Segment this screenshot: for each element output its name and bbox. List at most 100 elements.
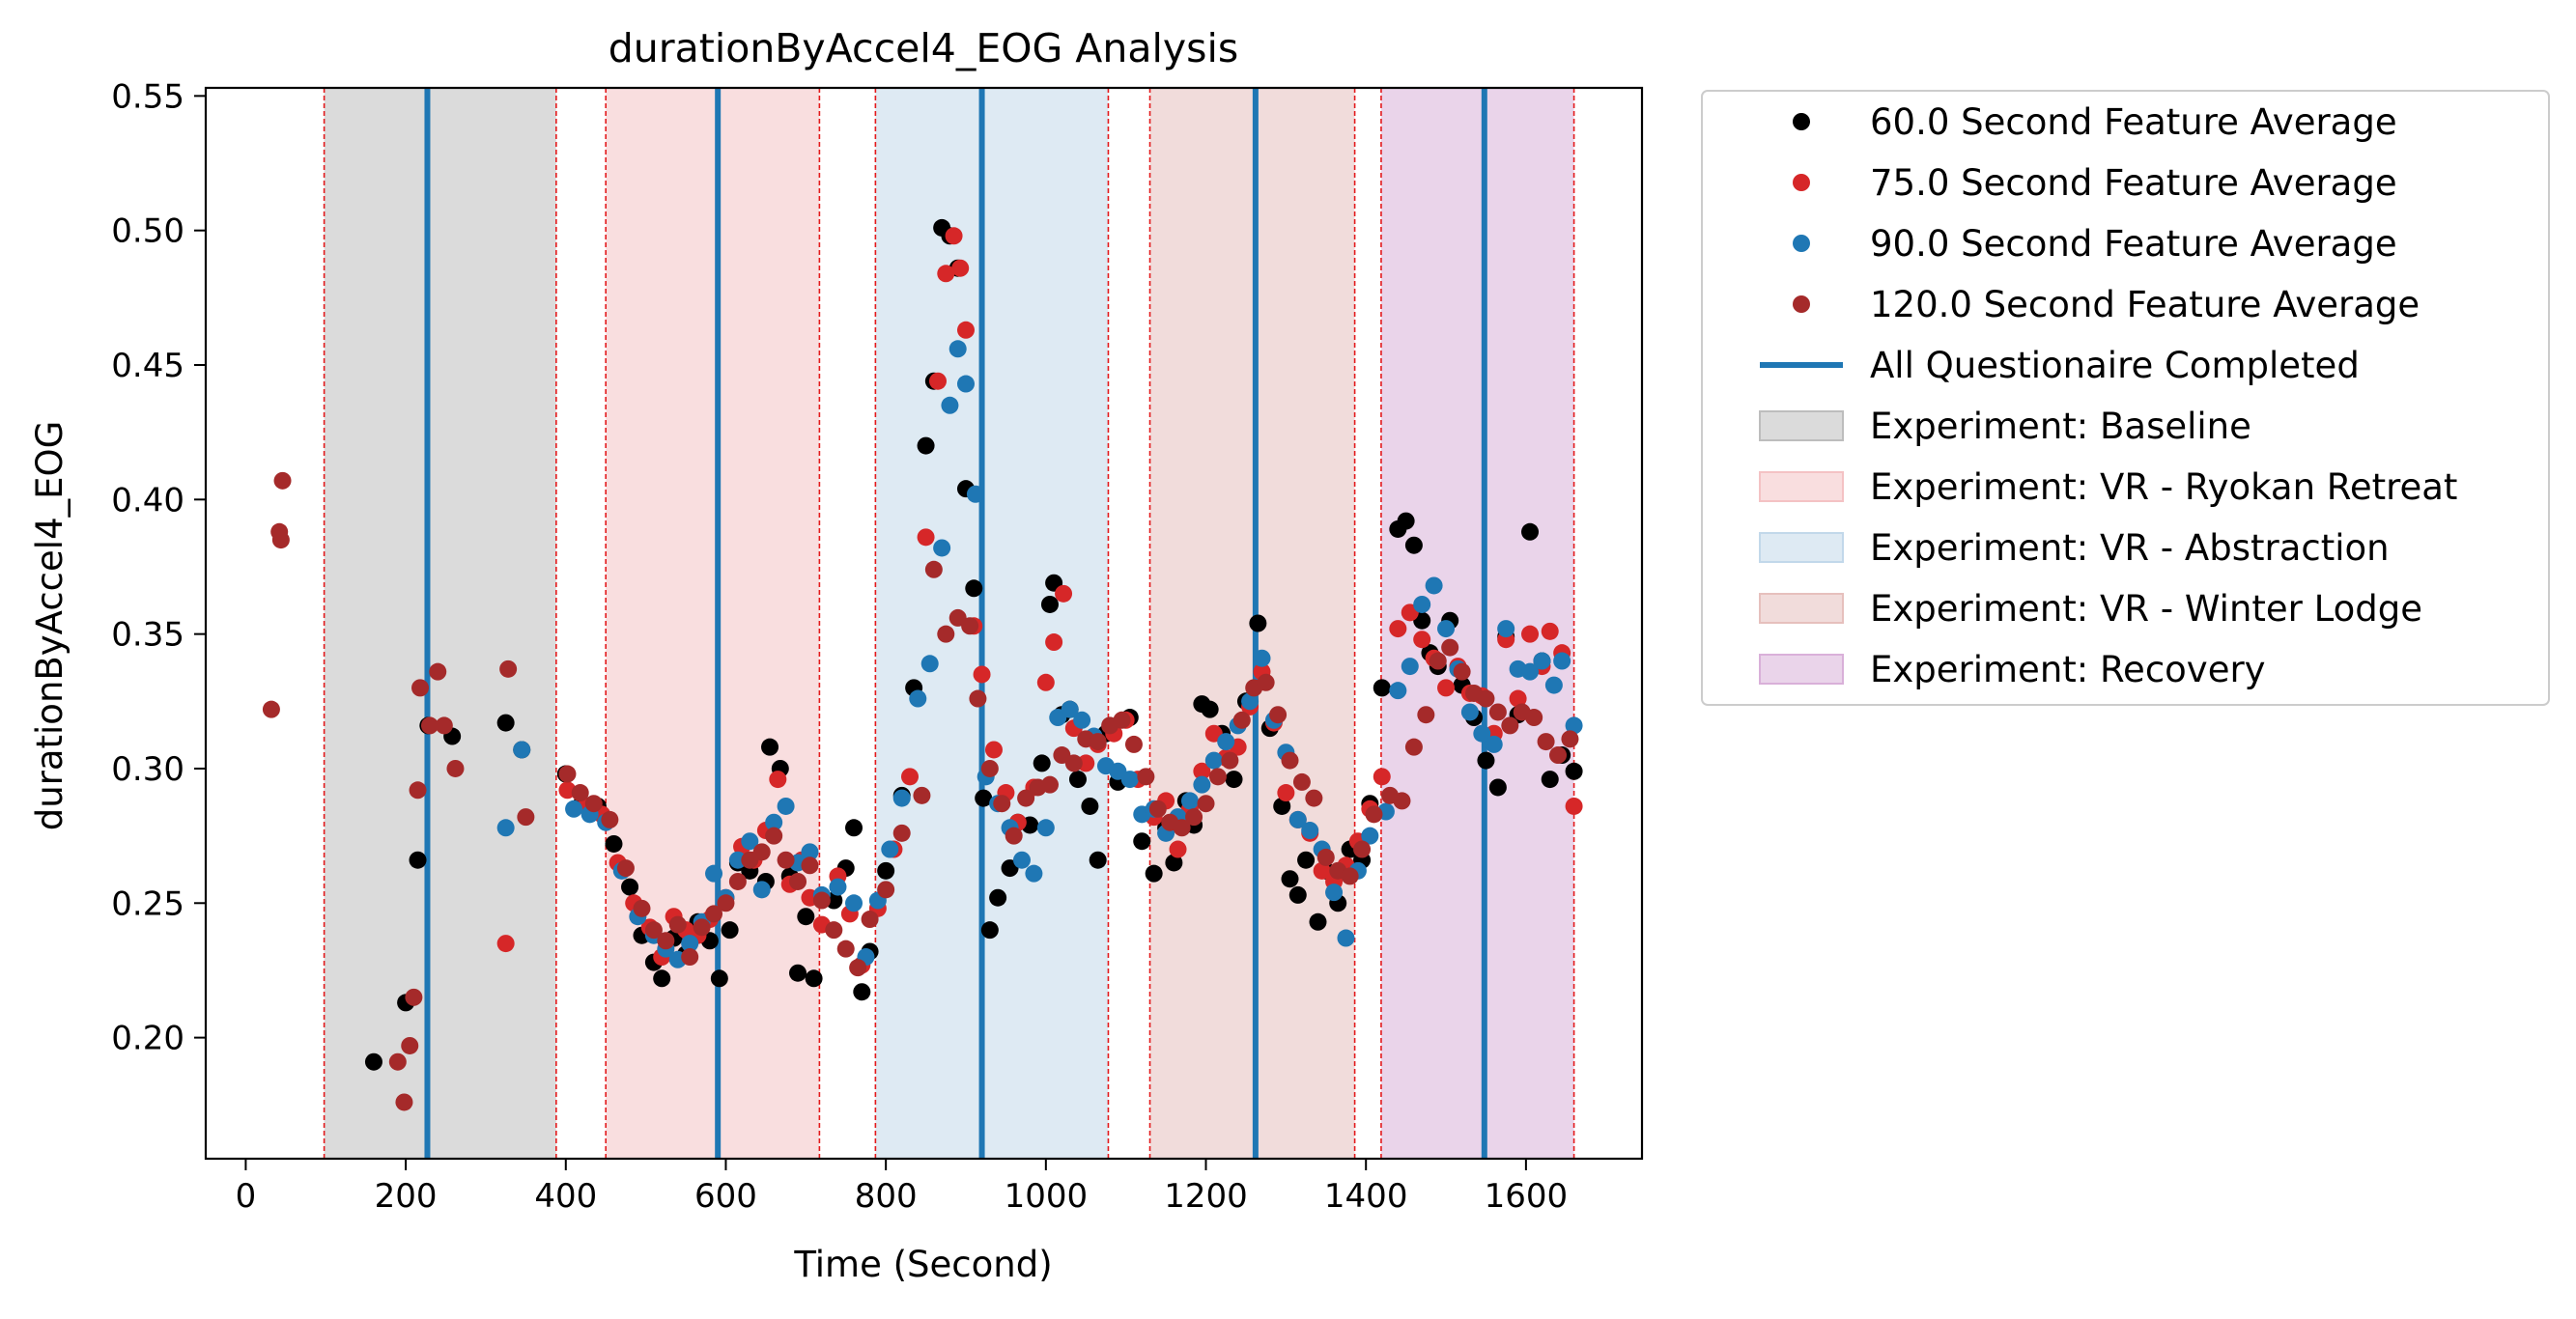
y-tick-label: 0.35: [111, 616, 184, 655]
legend-patch: [1759, 654, 1844, 685]
data-point: [1460, 703, 1479, 721]
data-point: [969, 689, 987, 708]
data-point: [937, 625, 955, 643]
data-point: [1341, 867, 1359, 885]
data-point: [1197, 795, 1215, 813]
data-point: [1413, 595, 1431, 613]
data-point: [1040, 775, 1059, 794]
data-point: [956, 321, 975, 339]
data-point: [1281, 751, 1299, 770]
data-point: [1477, 689, 1495, 708]
data-point: [513, 741, 531, 759]
data-point: [1437, 620, 1456, 638]
data-point: [1485, 735, 1503, 753]
data-point: [777, 797, 795, 815]
legend-box: [1701, 90, 2550, 706]
data-point: [1453, 662, 1471, 681]
data-point: [388, 1052, 407, 1071]
legend-item: 90.0 Second Feature Average: [1793, 223, 2397, 265]
data-point: [435, 716, 453, 735]
data-point: [496, 819, 515, 837]
data-point: [1389, 620, 1407, 638]
data-point: [1565, 762, 1583, 780]
data-point: [1253, 649, 1271, 667]
data-point: [1305, 789, 1323, 807]
data-point: [845, 894, 863, 912]
data-point: [517, 808, 535, 827]
data-point: [1509, 689, 1527, 708]
legend-label: 75.0 Second Feature Average: [1870, 162, 2397, 204]
data-point: [769, 771, 787, 789]
legend-item: Experiment: VR - Winter Lodge: [1759, 588, 2422, 630]
experiment-region: [875, 88, 1109, 1159]
data-point: [1404, 738, 1423, 756]
data-point: [693, 918, 711, 937]
experiment-region: [606, 88, 820, 1159]
data-point: [917, 436, 935, 455]
legend-marker: [1793, 113, 1810, 130]
x-tick-label: 1200: [1164, 1177, 1248, 1216]
data-point: [1201, 700, 1219, 718]
data-point: [1337, 929, 1355, 947]
legend-patch: [1759, 471, 1844, 502]
data-point: [909, 689, 927, 708]
y-tick-label: 0.30: [111, 750, 184, 789]
data-point: [956, 375, 975, 393]
data-point: [920, 655, 939, 673]
axes-frame: [204, 86, 1644, 1161]
data-point: [801, 843, 819, 861]
x-tick-label: 400: [534, 1177, 597, 1216]
data-point: [913, 786, 931, 804]
legend-marker: [1793, 174, 1810, 191]
series-group: [364, 218, 1583, 1071]
data-point: [1437, 679, 1456, 697]
legend-item: 75.0 Second Feature Average: [1793, 162, 2397, 204]
data-point: [797, 908, 815, 926]
data-point: [1145, 864, 1163, 883]
data-point: [752, 843, 771, 861]
data-point: [1193, 775, 1211, 794]
data-point: [1055, 584, 1073, 603]
data-point: [1281, 870, 1299, 888]
data-point: [717, 894, 735, 912]
data-point: [644, 921, 663, 940]
data-point: [1553, 652, 1571, 670]
data-point: [409, 851, 427, 869]
data-point: [1404, 536, 1423, 554]
data-point: [789, 872, 807, 890]
y-axis-label: durationByAccel4_EOG: [29, 421, 71, 831]
data-point: [395, 1093, 413, 1111]
data-point: [1137, 768, 1155, 786]
y-tick-label: 0.55: [111, 77, 184, 116]
data-point: [405, 988, 423, 1006]
data-point: [984, 741, 1003, 759]
data-point: [1221, 751, 1239, 770]
data-point: [1089, 851, 1107, 869]
data-point: [1089, 733, 1107, 751]
data-point: [728, 872, 747, 890]
data-point: [653, 969, 671, 988]
legend-label: Experiment: Recovery: [1870, 649, 2266, 690]
data-point: [1316, 848, 1335, 866]
data-point: [1429, 652, 1447, 670]
x-tick-label: 1400: [1324, 1177, 1408, 1216]
legend-item: Experiment: Baseline: [1759, 406, 2251, 447]
data-point: [446, 759, 465, 777]
data-point: [892, 789, 911, 807]
data-point: [877, 861, 895, 880]
data-point: [1036, 819, 1055, 837]
data-point: [1292, 772, 1311, 791]
data-point: [1113, 711, 1131, 729]
legend-patch: [1759, 532, 1844, 563]
data-point: [861, 911, 879, 929]
data-point: [1193, 762, 1211, 780]
data-point: [496, 714, 515, 732]
data-point: [1273, 797, 1291, 815]
data-point: [1544, 676, 1563, 694]
data-point: [989, 888, 1007, 907]
data-point: [1473, 724, 1491, 743]
experiment-region: [1380, 88, 1574, 1159]
y-tick-label: 0.25: [111, 884, 184, 923]
data-point: [1120, 771, 1139, 789]
